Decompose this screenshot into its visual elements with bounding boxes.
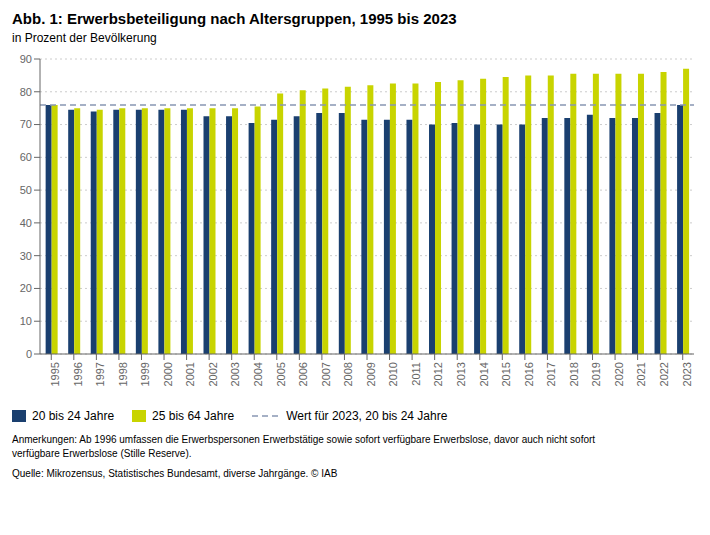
html-text:Quelle: Mikrozensus, Statistis: Quelle: Mikrozensus, Statistisches Bunde… [12,468,338,479]
svg-text:2002: 2002 [207,362,219,386]
svg-text:80: 80 [20,86,32,98]
html-text:in Prozent der Bevölkerung: in Prozent der Bevölkerung [12,31,157,45]
svg-text:2008: 2008 [342,362,354,386]
svg-text:2023: 2023 [681,362,693,386]
svg-text:2007: 2007 [320,362,332,386]
html-text:25 bis 64 Jahre: 25 bis 64 Jahre [152,409,235,423]
svg-text:30: 30 [20,250,32,262]
svg-text:2003: 2003 [229,362,241,386]
html-text:Abb. 1: Erwerbsbeteiligung nac: Abb. 1: Erwerbsbeteiligung nach Altersgr… [12,10,457,27]
svg-text:2004: 2004 [252,362,264,386]
svg-text:20: 20 [20,282,32,294]
svg-text:2016: 2016 [523,362,535,386]
svg-text:70: 70 [20,118,32,130]
html-text:20 bis 24 Jahre: 20 bis 24 Jahre [32,409,115,423]
svg-text:60: 60 [20,151,32,163]
svg-text:2000: 2000 [162,362,174,386]
svg-text:1998: 1998 [117,362,129,386]
html-text:verfügbare Erwerbslose (Stille: verfügbare Erwerbslose (Stille Reserve). [12,448,192,459]
svg-text:2006: 2006 [297,362,309,386]
svg-text:2005: 2005 [275,362,287,386]
svg-text:2012: 2012 [432,362,444,386]
svg-text:1996: 1996 [72,362,84,386]
svg-text:90: 90 [20,53,32,65]
svg-text:1997: 1997 [94,362,106,386]
svg-text:2015: 2015 [500,362,512,386]
svg-text:1999: 1999 [139,362,151,386]
svg-text:10: 10 [20,315,32,327]
svg-text:2021: 2021 [635,362,647,386]
svg-text:40: 40 [20,217,32,229]
svg-text:2018: 2018 [568,362,580,386]
svg-text:2022: 2022 [658,362,670,386]
svg-text:2013: 2013 [455,362,467,386]
svg-text:2017: 2017 [545,362,557,386]
svg-text:2011: 2011 [410,362,422,386]
svg-text:50: 50 [20,184,32,196]
html-text:Wert für 2023, 20 bis 24 Jahre: Wert für 2023, 20 bis 24 Jahre [286,409,448,423]
svg-text:2010: 2010 [387,362,399,386]
svg-text:0: 0 [26,348,32,360]
svg-text:2009: 2009 [365,362,377,386]
svg-text:1995: 1995 [49,362,61,386]
svg-text:2014: 2014 [478,362,490,386]
svg-text:2020: 2020 [613,362,625,386]
html-text:Anmerkungen: Ab 1996 umfassen: Anmerkungen: Ab 1996 umfassen die Erwerb… [12,434,596,445]
svg-text:2001: 2001 [184,362,196,386]
svg-text:2019: 2019 [590,362,602,386]
